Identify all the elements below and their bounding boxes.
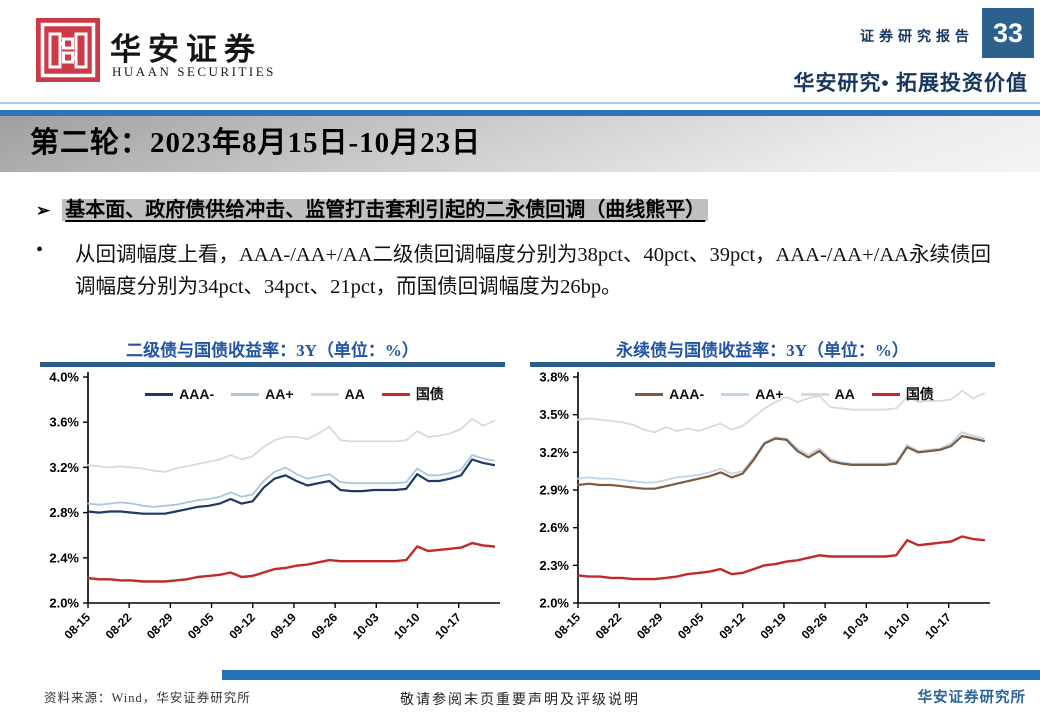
x-tick-label: 09-12 xyxy=(716,610,748,642)
body-paragraph-row: • 从回调幅度上看，AAA-/AA+/AA二级债回调幅度分别为38pct、40p… xyxy=(36,239,1006,303)
secondary-bond-chart-block: 二级债与国债收益率：3Y（单位：%） 2.0% 2.4% 2.8% 3.2% 3.6% 4… xyxy=(40,336,505,666)
chart-title-underline xyxy=(40,362,505,367)
footer-accent-bar xyxy=(222,670,1040,680)
x-tick-label: 09-19 xyxy=(757,610,789,642)
chart-title-underline xyxy=(530,362,995,367)
chart-title-secondary: 二级债与国债收益率：3Y（单位：%） xyxy=(126,341,419,360)
page-number-badge: 33 xyxy=(982,8,1034,58)
legend-item: AA xyxy=(800,386,855,402)
series-line-AAA- xyxy=(576,434,986,490)
series-line-国债 xyxy=(576,535,986,581)
x-tick-label: 10-03 xyxy=(350,610,382,642)
legend-item: AA+ xyxy=(231,386,294,402)
institute-name: 华安证券研究所 xyxy=(917,690,1026,706)
y-tick-label: 3.2% xyxy=(49,460,79,475)
y-tick-label: 2.9% xyxy=(539,483,569,498)
x-tick-label: 08-22 xyxy=(593,610,625,642)
x-tick-label: 08-29 xyxy=(634,610,666,642)
key-point-row: ➢ 基本面、政府债供给冲击、监管打击套利引起的二永债回调（曲线熊平） xyxy=(36,193,1016,222)
legend-label: AA+ xyxy=(755,386,784,402)
legend-label: AA+ xyxy=(265,386,294,402)
x-tick-label: 09-26 xyxy=(799,610,831,642)
legend-item: AAA- xyxy=(635,386,704,402)
legend-label: 国债 xyxy=(415,386,444,402)
secondary-bond-yield-chart: 2.0% 2.4% 2.8% 3.2% 3.6% 4.0% 08-15 08-22 08-29 0… xyxy=(49,370,500,642)
y-tick-label: 3.8% xyxy=(539,370,569,385)
title-banner: 第二轮：2023年8月15日-10月23日 xyxy=(0,116,1040,172)
key-point-text: 基本面、政府债供给冲击、监管打击套利引起的二永债回调（曲线熊平） xyxy=(62,199,709,221)
x-tick-label: 10-17 xyxy=(432,610,464,642)
disclaimer-note: 敬请参阅末页重要声明及评级说明 xyxy=(400,693,640,708)
series-line-AA+ xyxy=(577,431,985,484)
legend-item: AA+ xyxy=(721,386,784,402)
x-tick-label: 08-15 xyxy=(552,610,584,642)
chart-legend: AAA- AA+ AA 国债 xyxy=(88,384,501,404)
y-tick-label: 2.4% xyxy=(49,550,79,565)
y-tick-label: 3.2% xyxy=(539,445,569,460)
legend-item: 国债 xyxy=(871,384,934,404)
legend-line-swatch xyxy=(721,392,750,396)
huaan-logo-seal-icon xyxy=(36,18,100,82)
x-tick-label: 09-05 xyxy=(185,610,217,642)
perpetual-bond-chart-block: 永续债与国债收益率：3Y（单位：%） 2.0% 2.3% 2.6% 2.9% 3.2% 3… xyxy=(530,336,995,666)
legend-line-swatch xyxy=(231,392,260,396)
series-line-AA xyxy=(87,417,495,473)
x-tick-label: 09-12 xyxy=(226,610,258,642)
legend-line-swatch xyxy=(310,392,339,396)
x-tick-label: 09-05 xyxy=(675,610,707,642)
x-tick-label: 08-15 xyxy=(62,610,94,642)
y-tick-label: 2.8% xyxy=(49,505,79,520)
y-tick-label: 3.5% xyxy=(539,407,569,422)
page-title: 第二轮：2023年8月15日-10月23日 xyxy=(30,127,482,159)
y-tick-label: 2.3% xyxy=(539,558,569,573)
brand-tagline: 华安研究• 拓展投资价值 xyxy=(793,71,1028,95)
legend-line-swatch xyxy=(381,392,410,396)
legend-line-swatch xyxy=(800,392,829,396)
legend-label: AA xyxy=(834,386,855,402)
chart-title-perpetual: 永续债与国债收益率：3Y（单位：%） xyxy=(616,341,909,360)
legend-item: 国债 xyxy=(381,384,444,404)
x-tick-label: 09-26 xyxy=(309,610,341,642)
legend-label: AAA- xyxy=(179,386,215,402)
arrow-bullet-icon: ➢ xyxy=(36,201,51,220)
x-tick-label: 08-22 xyxy=(103,610,135,642)
legend-line-swatch xyxy=(871,392,900,396)
x-tick-label: 10-17 xyxy=(922,610,954,642)
legend-label: AAA- xyxy=(669,386,705,402)
x-tick-label: 10-10 xyxy=(881,610,913,642)
legend-line-swatch xyxy=(635,392,664,396)
x-tick-label: 10-10 xyxy=(391,610,423,642)
y-tick-label: 3.6% xyxy=(49,415,79,430)
legend-line-swatch xyxy=(145,392,174,396)
series-line-AAA- xyxy=(86,458,496,515)
chart-legend: AAA- AA+ AA 国债 xyxy=(578,384,991,404)
legend-label: 国债 xyxy=(905,386,934,402)
y-tick-label: 2.6% xyxy=(539,520,569,535)
x-tick-label: 09-19 xyxy=(267,610,299,642)
x-tick-label: 10-03 xyxy=(840,610,872,642)
legend-label: AA xyxy=(344,386,365,402)
y-tick-label: 4.0% xyxy=(49,370,79,385)
axes xyxy=(87,372,500,604)
data-source-note: 资料来源：Wind，华安证券研究所 xyxy=(44,691,251,705)
brand-name-en: HUAAN SECURITIES xyxy=(112,64,276,79)
y-tick-label: 2.0% xyxy=(539,596,569,611)
brand-name-cn: 华安证券 xyxy=(110,32,262,67)
header-divider xyxy=(0,102,1040,104)
series-line-AA+ xyxy=(87,454,495,508)
report-type-label: 证券研究报告 xyxy=(860,30,974,45)
perpetual-bond-yield-chart: 2.0% 2.3% 2.6% 2.9% 3.2% 3.5% 3.8% 08-15 08-22 08… xyxy=(539,370,990,642)
series-line-国债 xyxy=(86,541,496,583)
legend-item: AA xyxy=(310,386,365,402)
banner-accent-line xyxy=(0,110,1040,116)
y-tick-label: 2.0% xyxy=(49,596,79,611)
legend-item: AAA- xyxy=(145,386,214,402)
body-paragraph-text: 从回调幅度上看，AAA-/AA+/AA二级债回调幅度分别为38pct、40pct… xyxy=(75,244,991,298)
x-tick-label: 08-29 xyxy=(144,610,176,642)
series-line-AA xyxy=(577,389,985,434)
dot-bullet-icon: • xyxy=(36,239,44,261)
